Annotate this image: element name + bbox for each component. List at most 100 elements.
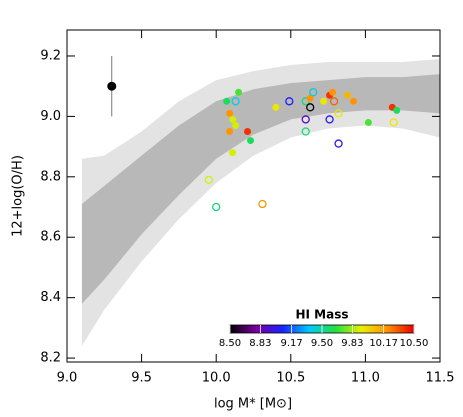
x-tick-label: 11.0 (351, 371, 380, 386)
colorbar-swatch (310, 325, 313, 333)
colorbar-swatch (412, 325, 415, 333)
colorbar-swatch (394, 325, 397, 333)
data-point (229, 115, 237, 123)
colorbar-swatch (294, 325, 297, 333)
colorbar-swatch (406, 325, 409, 333)
data-point (364, 118, 372, 126)
colorbar-swatch (234, 325, 237, 333)
x-axis-label: log M* [M⊙] (214, 397, 292, 412)
data-point (272, 103, 280, 111)
colorbar-tick-label: 8.50 (219, 338, 241, 349)
colorbar-swatch (314, 325, 317, 333)
colorbar-swatch (284, 325, 287, 333)
data-point (349, 97, 357, 105)
y-tick-label: 8.8 (40, 169, 61, 184)
colorbar-swatch (268, 325, 271, 333)
colorbar-swatch (298, 325, 301, 333)
data-point (285, 97, 294, 106)
y-tick-label: 9.0 (40, 109, 61, 124)
colorbar-swatch (330, 325, 333, 333)
data-point (204, 175, 213, 184)
colorbar-swatch (318, 325, 321, 333)
colorbar-swatch (320, 325, 323, 333)
x-tick-label: 10.5 (276, 371, 305, 386)
data-point (223, 97, 231, 105)
colorbar-swatch (356, 325, 359, 333)
y-axis-label: 12+log(O/H) (11, 155, 26, 237)
data-point (231, 97, 240, 106)
colorbar-swatch (402, 325, 405, 333)
colorbar-swatch (378, 325, 381, 333)
colorbar-swatch (328, 325, 331, 333)
colorbar-swatch (388, 325, 391, 333)
x-tick-label: 9.5 (131, 371, 152, 386)
data-point (329, 97, 339, 106)
colorbar-swatch (302, 325, 305, 333)
data-point (226, 128, 234, 136)
colorbar-swatch (398, 325, 401, 333)
colorbar-tick-label: 9.17 (281, 338, 303, 349)
data-point (229, 149, 237, 157)
colorbar-swatch (408, 325, 411, 333)
data-point (258, 199, 267, 209)
data-point (320, 97, 328, 105)
colorbar-title: HI Mass (295, 308, 348, 322)
x-tick-label: 10.0 (202, 371, 231, 386)
data-point (389, 118, 398, 127)
data-point (226, 109, 234, 117)
colorbar-swatch (230, 325, 233, 333)
data-point (334, 109, 343, 118)
colorbar-swatch (238, 325, 241, 333)
colorbar-swatch (292, 325, 295, 333)
colorbar-swatch (266, 325, 269, 333)
data-point (334, 139, 343, 148)
colorbar-swatch (386, 325, 389, 333)
plot-frame (66, 29, 441, 363)
colorbar-swatch (332, 325, 335, 333)
colorbar-swatch (248, 325, 251, 333)
colorbar-swatch (246, 325, 249, 333)
colorbar-swatch (346, 325, 349, 333)
error-bar-point (107, 81, 117, 91)
x-tick-label: 11.5 (426, 371, 455, 386)
colorbar-swatch (296, 325, 299, 333)
data-point (343, 91, 351, 99)
colorbar-swatch (404, 325, 407, 333)
colorbar-swatch (350, 325, 353, 333)
colorbar-swatch (244, 325, 247, 333)
colorbar-swatch (340, 325, 343, 333)
colorbar-swatch (390, 325, 393, 333)
colorbar-swatch (270, 325, 273, 333)
colorbar-swatch (396, 325, 399, 333)
scatter-band (81, 74, 441, 304)
colorbar-swatch (288, 325, 291, 333)
colorbar-swatch (342, 325, 345, 333)
colorbar-swatch (372, 325, 375, 333)
data-point (329, 88, 337, 96)
colorbar-swatch (336, 325, 339, 333)
y-tick-label: 9.2 (40, 48, 61, 63)
colorbar-swatch (280, 325, 283, 333)
colorbar-swatch (322, 325, 325, 333)
colorbar-swatch (262, 325, 265, 333)
colorbar-swatch (364, 325, 367, 333)
data-point (393, 106, 401, 114)
colorbar-swatch (278, 325, 281, 333)
colorbar-swatch (240, 325, 243, 333)
colorbar-swatch (274, 325, 277, 333)
colorbar-swatch (258, 325, 261, 333)
colorbar-swatch (358, 325, 361, 333)
colorbar-swatch (370, 325, 373, 333)
colorbar-swatch (334, 325, 337, 333)
colorbar-swatch (362, 325, 365, 333)
colorbar-swatch (256, 325, 259, 333)
x-tick-label: 9.0 (57, 371, 78, 386)
colorbar-swatch (348, 325, 351, 333)
colorbar-swatch (260, 325, 263, 333)
colorbar-swatch (254, 325, 257, 333)
colorbar-swatch (380, 325, 383, 333)
data-point (232, 121, 240, 129)
colorbar-swatch (252, 325, 255, 333)
colorbar-swatch (304, 325, 307, 333)
